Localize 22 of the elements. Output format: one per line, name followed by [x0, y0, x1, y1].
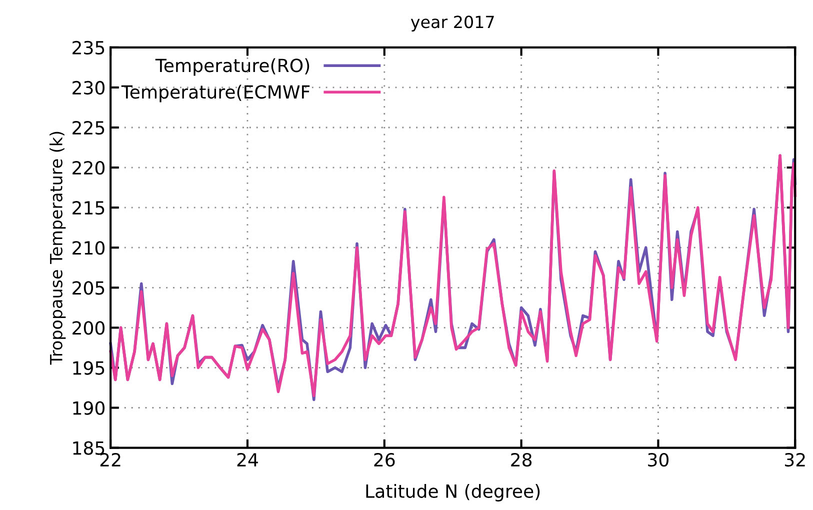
x-tick-label: 30 — [648, 452, 668, 467]
y-tick-label: 220 — [72, 160, 105, 175]
x-tick-label: 26 — [374, 452, 395, 467]
legend-label: Temperature(ECMWF — [121, 84, 310, 102]
y-tick-label: 190 — [73, 401, 105, 415]
legend-label: Temperature(RO) — [155, 58, 310, 76]
y-tick-label: 230 — [72, 80, 105, 95]
y-tick-label: 185 — [73, 441, 104, 455]
y-tick-label: 215 — [72, 201, 104, 215]
x-tick-label: 22 — [100, 452, 120, 466]
chart-title: year 2017 — [410, 16, 494, 32]
y-tick-label: 195 — [73, 361, 104, 375]
x-axis-title: Latitude N (degree) — [366, 484, 540, 502]
y-tick-label: 200 — [72, 321, 105, 335]
x-tick-label: 24 — [237, 452, 258, 466]
y-axis-title: Tropopause Temperature (k) — [50, 132, 66, 365]
y-tick-label: 225 — [72, 120, 104, 135]
y-tick-label: 235 — [72, 40, 104, 55]
y-tick-label: 210 — [72, 241, 105, 255]
x-tick-label: 28 — [511, 452, 532, 467]
x-tick-label: 32 — [785, 452, 805, 467]
y-tick-label: 205 — [72, 281, 104, 295]
